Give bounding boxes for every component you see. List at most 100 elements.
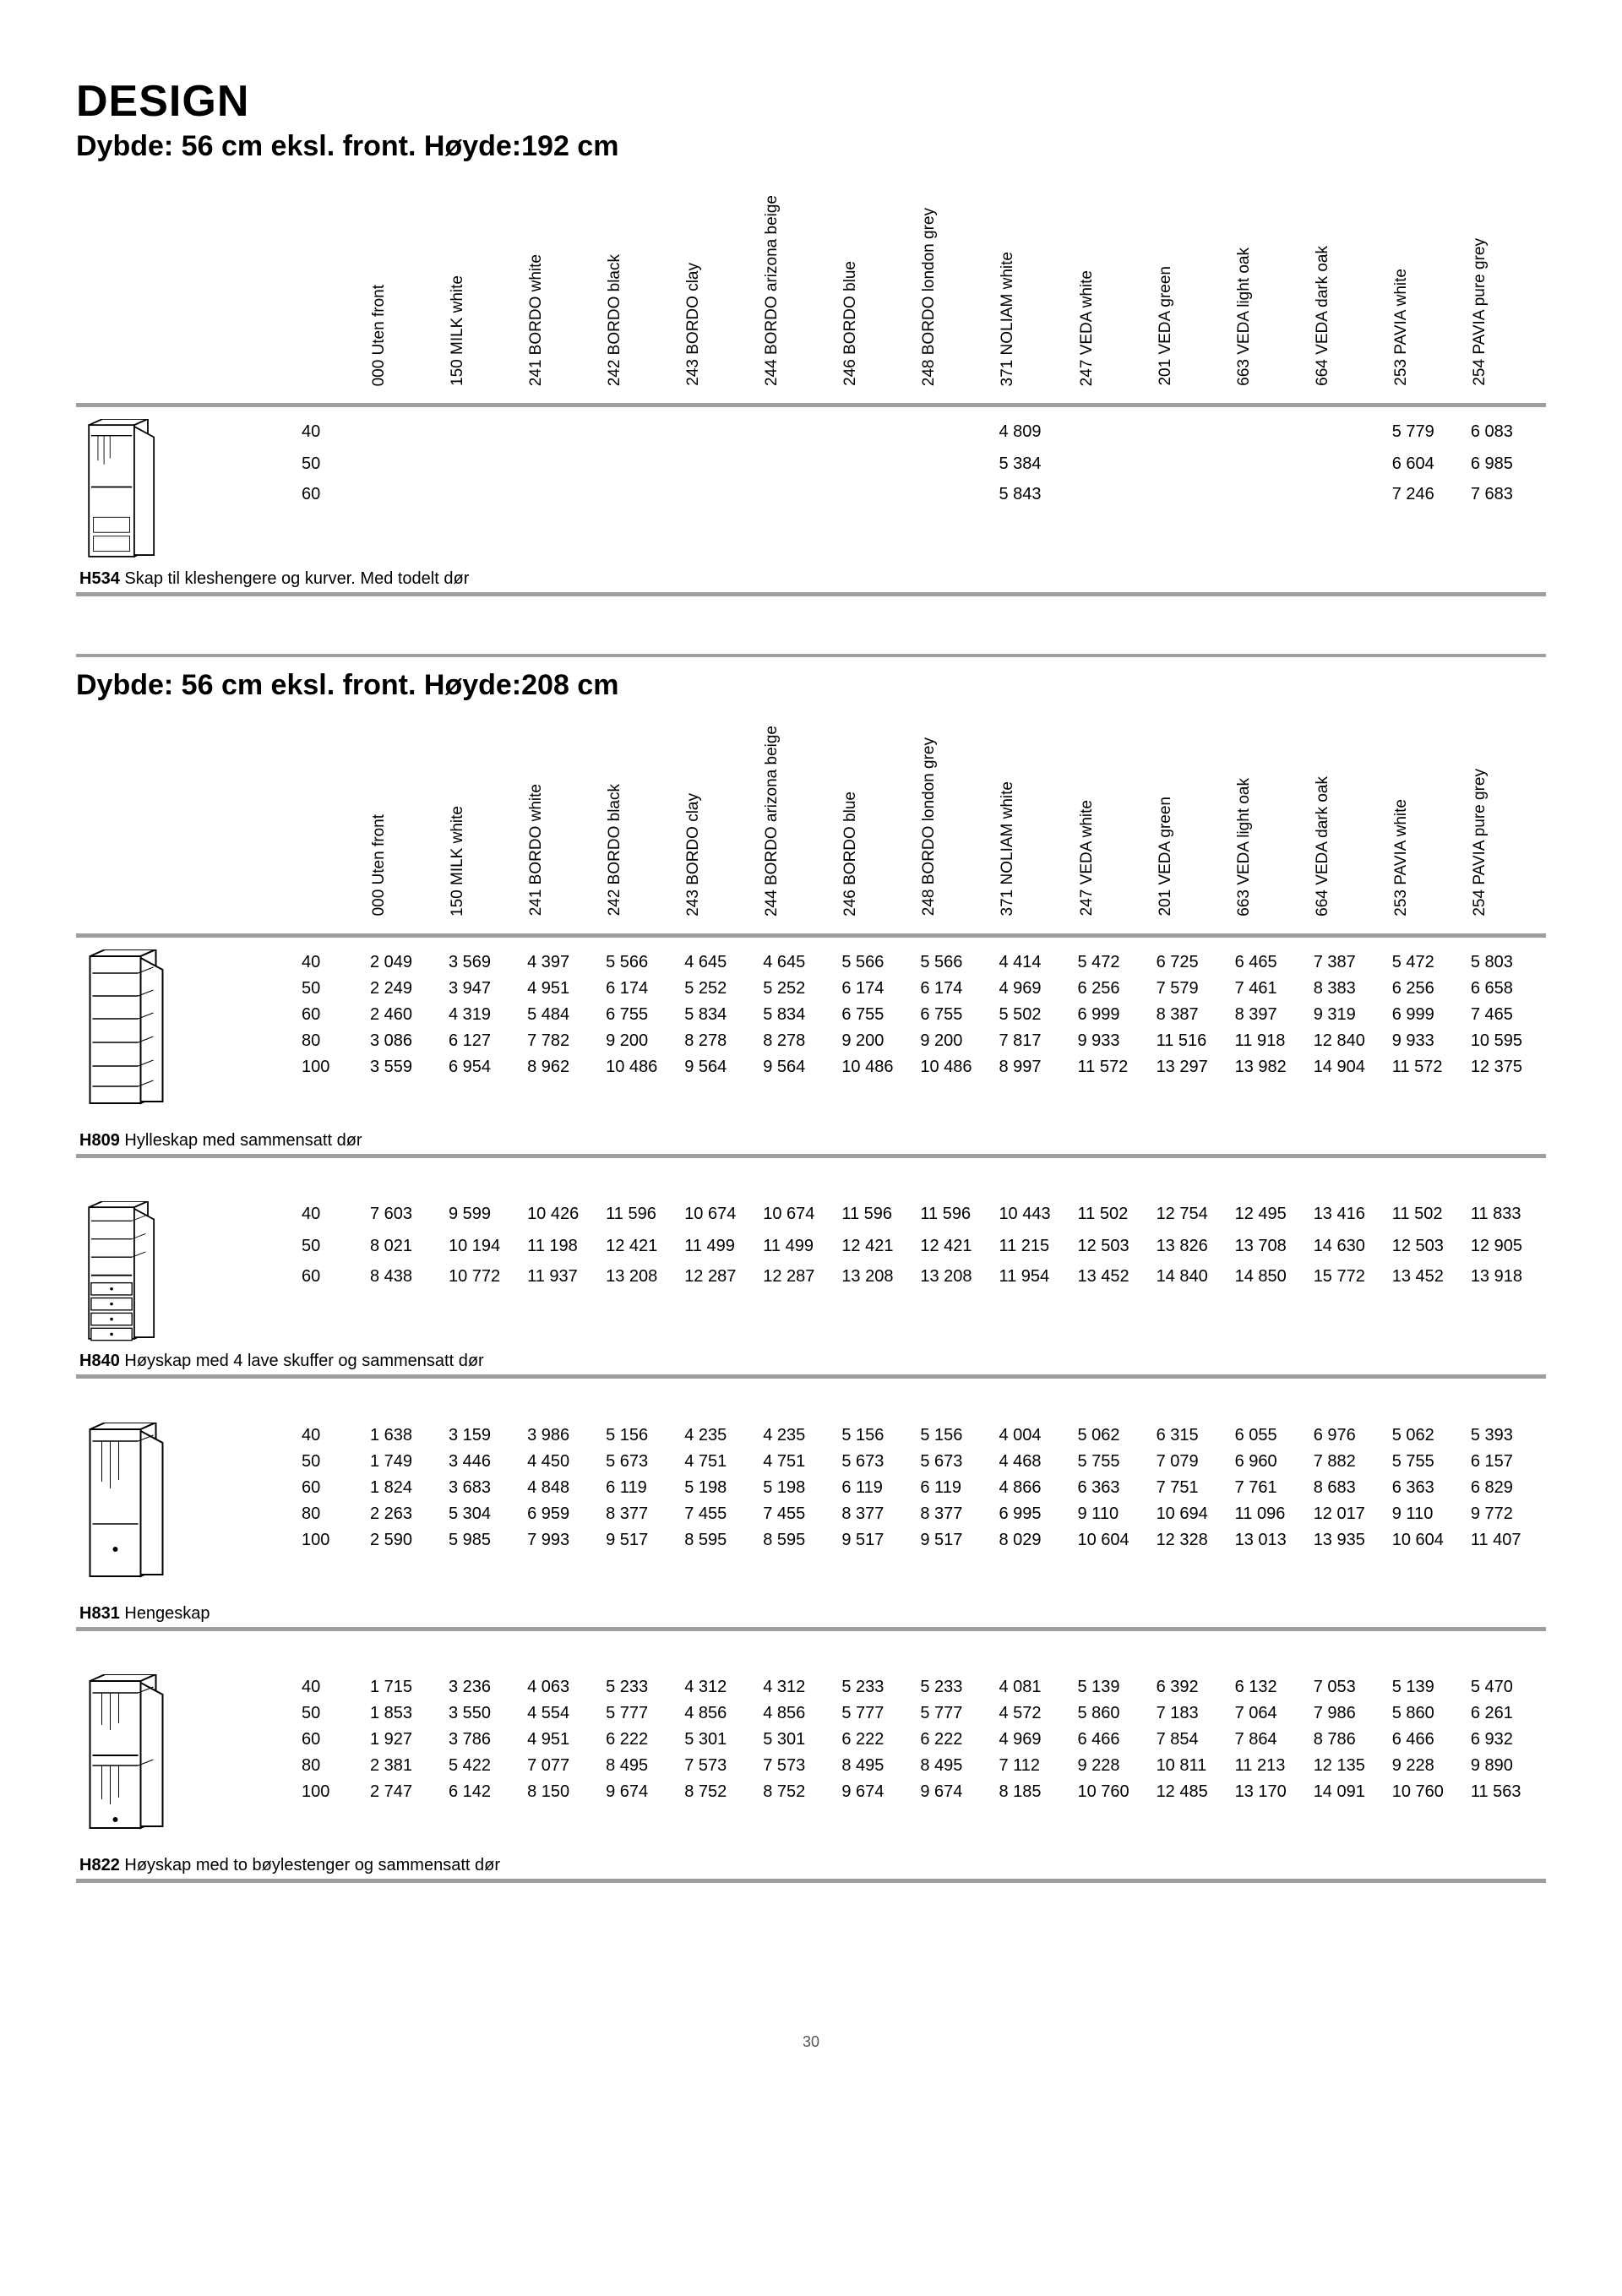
price-cell: 6 755 bbox=[917, 1002, 995, 1028]
price-cell: 9 674 bbox=[602, 1779, 681, 1853]
price-cell: 9 564 bbox=[759, 1054, 838, 1128]
price-cell: 9 110 bbox=[1075, 1501, 1153, 1527]
price-cell: 6 985 bbox=[1467, 451, 1546, 482]
price-cell: 8 595 bbox=[681, 1527, 759, 1601]
price-cell: 6 174 bbox=[602, 976, 681, 1002]
price-cell: 6 315 bbox=[1153, 1411, 1232, 1449]
price-cell: 6 055 bbox=[1232, 1411, 1310, 1449]
price-cell bbox=[445, 405, 524, 452]
price-cell: 8 397 bbox=[1232, 1002, 1310, 1028]
size-cell: 50 bbox=[298, 976, 367, 1002]
price-cell: 8 150 bbox=[524, 1779, 602, 1853]
price-cell: 6 222 bbox=[602, 1727, 681, 1753]
price-row: 407 6039 59910 42611 59610 67410 67411 5… bbox=[76, 1189, 1546, 1233]
price-cell bbox=[681, 405, 759, 452]
size-cell: 60 bbox=[298, 1264, 367, 1348]
price-cell: 10 760 bbox=[1389, 1779, 1467, 1853]
price-cell: 10 772 bbox=[445, 1264, 524, 1348]
price-cell: 12 495 bbox=[1232, 1189, 1310, 1233]
price-cell: 8 962 bbox=[524, 1054, 602, 1128]
price-cell bbox=[759, 451, 838, 482]
price-cell: 6 119 bbox=[838, 1475, 917, 1501]
price-cell: 11 096 bbox=[1232, 1501, 1310, 1527]
size-cell: 100 bbox=[298, 1054, 367, 1128]
price-cell: 5 198 bbox=[681, 1475, 759, 1501]
price-cell: 5 566 bbox=[838, 935, 917, 976]
price-cell: 11 954 bbox=[995, 1264, 1074, 1348]
price-cell: 7 683 bbox=[1467, 482, 1546, 566]
price-cell: 5 252 bbox=[681, 976, 759, 1002]
price-cell: 10 604 bbox=[1389, 1527, 1467, 1601]
price-cell bbox=[445, 451, 524, 482]
price-cell: 13 170 bbox=[1232, 1779, 1310, 1853]
price-cell: 9 228 bbox=[1075, 1753, 1153, 1779]
price-cell: 7 579 bbox=[1153, 976, 1232, 1002]
caption-row: H840 Høyskap med 4 lave skuffer og samme… bbox=[76, 1348, 1546, 1377]
price-table-H809: 000 Uten front150 MILK white241 BORDO wh… bbox=[76, 719, 1546, 1190]
price-cell: 13 013 bbox=[1232, 1527, 1310, 1601]
finish-header: 254 PAVIA pure grey bbox=[1467, 719, 1546, 936]
size-cell: 80 bbox=[298, 1753, 367, 1779]
price-cell: 5 156 bbox=[602, 1411, 681, 1449]
caption-row: H534 Skap til kleshengere og kurver. Med… bbox=[76, 566, 1546, 595]
price-cell: 10 426 bbox=[524, 1189, 602, 1233]
finish-header: 244 BORDO arizona beige bbox=[759, 719, 838, 936]
price-cell: 3 446 bbox=[445, 1449, 524, 1475]
price-cell: 6 083 bbox=[1467, 405, 1546, 452]
price-cell: 4 969 bbox=[995, 1727, 1074, 1753]
price-cell: 5 777 bbox=[602, 1700, 681, 1727]
price-cell: 5 755 bbox=[1389, 1449, 1467, 1475]
price-cell: 11 563 bbox=[1467, 1779, 1546, 1853]
price-cell: 8 377 bbox=[602, 1501, 681, 1527]
price-cell: 6 392 bbox=[1153, 1662, 1232, 1700]
price-cell: 13 708 bbox=[1232, 1233, 1310, 1264]
price-cell: 9 772 bbox=[1467, 1501, 1546, 1527]
price-cell: 13 452 bbox=[1075, 1264, 1153, 1348]
size-cell: 60 bbox=[298, 1727, 367, 1753]
price-cell: 3 683 bbox=[445, 1475, 524, 1501]
price-cell: 9 890 bbox=[1467, 1753, 1546, 1779]
price-cell: 4 969 bbox=[995, 976, 1074, 1002]
price-cell: 12 754 bbox=[1153, 1189, 1232, 1233]
price-cell: 6 132 bbox=[1232, 1662, 1310, 1700]
price-cell: 3 559 bbox=[367, 1054, 445, 1128]
price-cell: 4 414 bbox=[995, 935, 1074, 976]
size-cell: 40 bbox=[298, 1662, 367, 1700]
price-cell: 10 443 bbox=[995, 1189, 1074, 1233]
price-cell bbox=[1153, 482, 1232, 566]
price-cell: 6 658 bbox=[1467, 976, 1546, 1002]
price-cell: 8 383 bbox=[1310, 976, 1389, 1002]
price-cell: 7 993 bbox=[524, 1527, 602, 1601]
price-cell: 7 573 bbox=[759, 1753, 838, 1779]
price-cell: 11 833 bbox=[1467, 1189, 1546, 1233]
price-table-H534: 000 Uten front150 MILK white241 BORDO wh… bbox=[76, 188, 1546, 628]
price-cell: 5 198 bbox=[759, 1475, 838, 1501]
price-cell: 12 421 bbox=[602, 1233, 681, 1264]
price-cell: 5 860 bbox=[1075, 1700, 1153, 1727]
price-cell: 10 811 bbox=[1153, 1753, 1232, 1779]
price-cell: 12 287 bbox=[681, 1264, 759, 1348]
finish-header: 246 BORDO blue bbox=[838, 719, 917, 936]
price-cell bbox=[1075, 405, 1153, 452]
price-cell: 5 755 bbox=[1075, 1449, 1153, 1475]
price-cell: 5 779 bbox=[1389, 405, 1467, 452]
price-cell bbox=[602, 405, 681, 452]
price-cell: 11 596 bbox=[838, 1189, 917, 1233]
price-cell: 5 843 bbox=[995, 482, 1074, 566]
price-cell: 5 834 bbox=[681, 1002, 759, 1028]
price-cell: 12 017 bbox=[1310, 1501, 1389, 1527]
price-cell: 13 297 bbox=[1153, 1054, 1232, 1128]
price-cell bbox=[759, 482, 838, 566]
price-cell: 10 486 bbox=[838, 1054, 917, 1128]
price-cell: 11 596 bbox=[602, 1189, 681, 1233]
price-cell: 1 715 bbox=[367, 1662, 445, 1700]
price-cell: 7 573 bbox=[681, 1753, 759, 1779]
finish-header: 371 NOLIAM white bbox=[995, 188, 1074, 405]
price-cell bbox=[1310, 405, 1389, 452]
price-cell bbox=[367, 405, 445, 452]
price-cell: 6 256 bbox=[1075, 976, 1153, 1002]
price-cell bbox=[524, 482, 602, 566]
price-cell: 13 918 bbox=[1467, 1264, 1546, 1348]
price-cell: 7 387 bbox=[1310, 935, 1389, 976]
price-cell: 8 185 bbox=[995, 1779, 1074, 1853]
